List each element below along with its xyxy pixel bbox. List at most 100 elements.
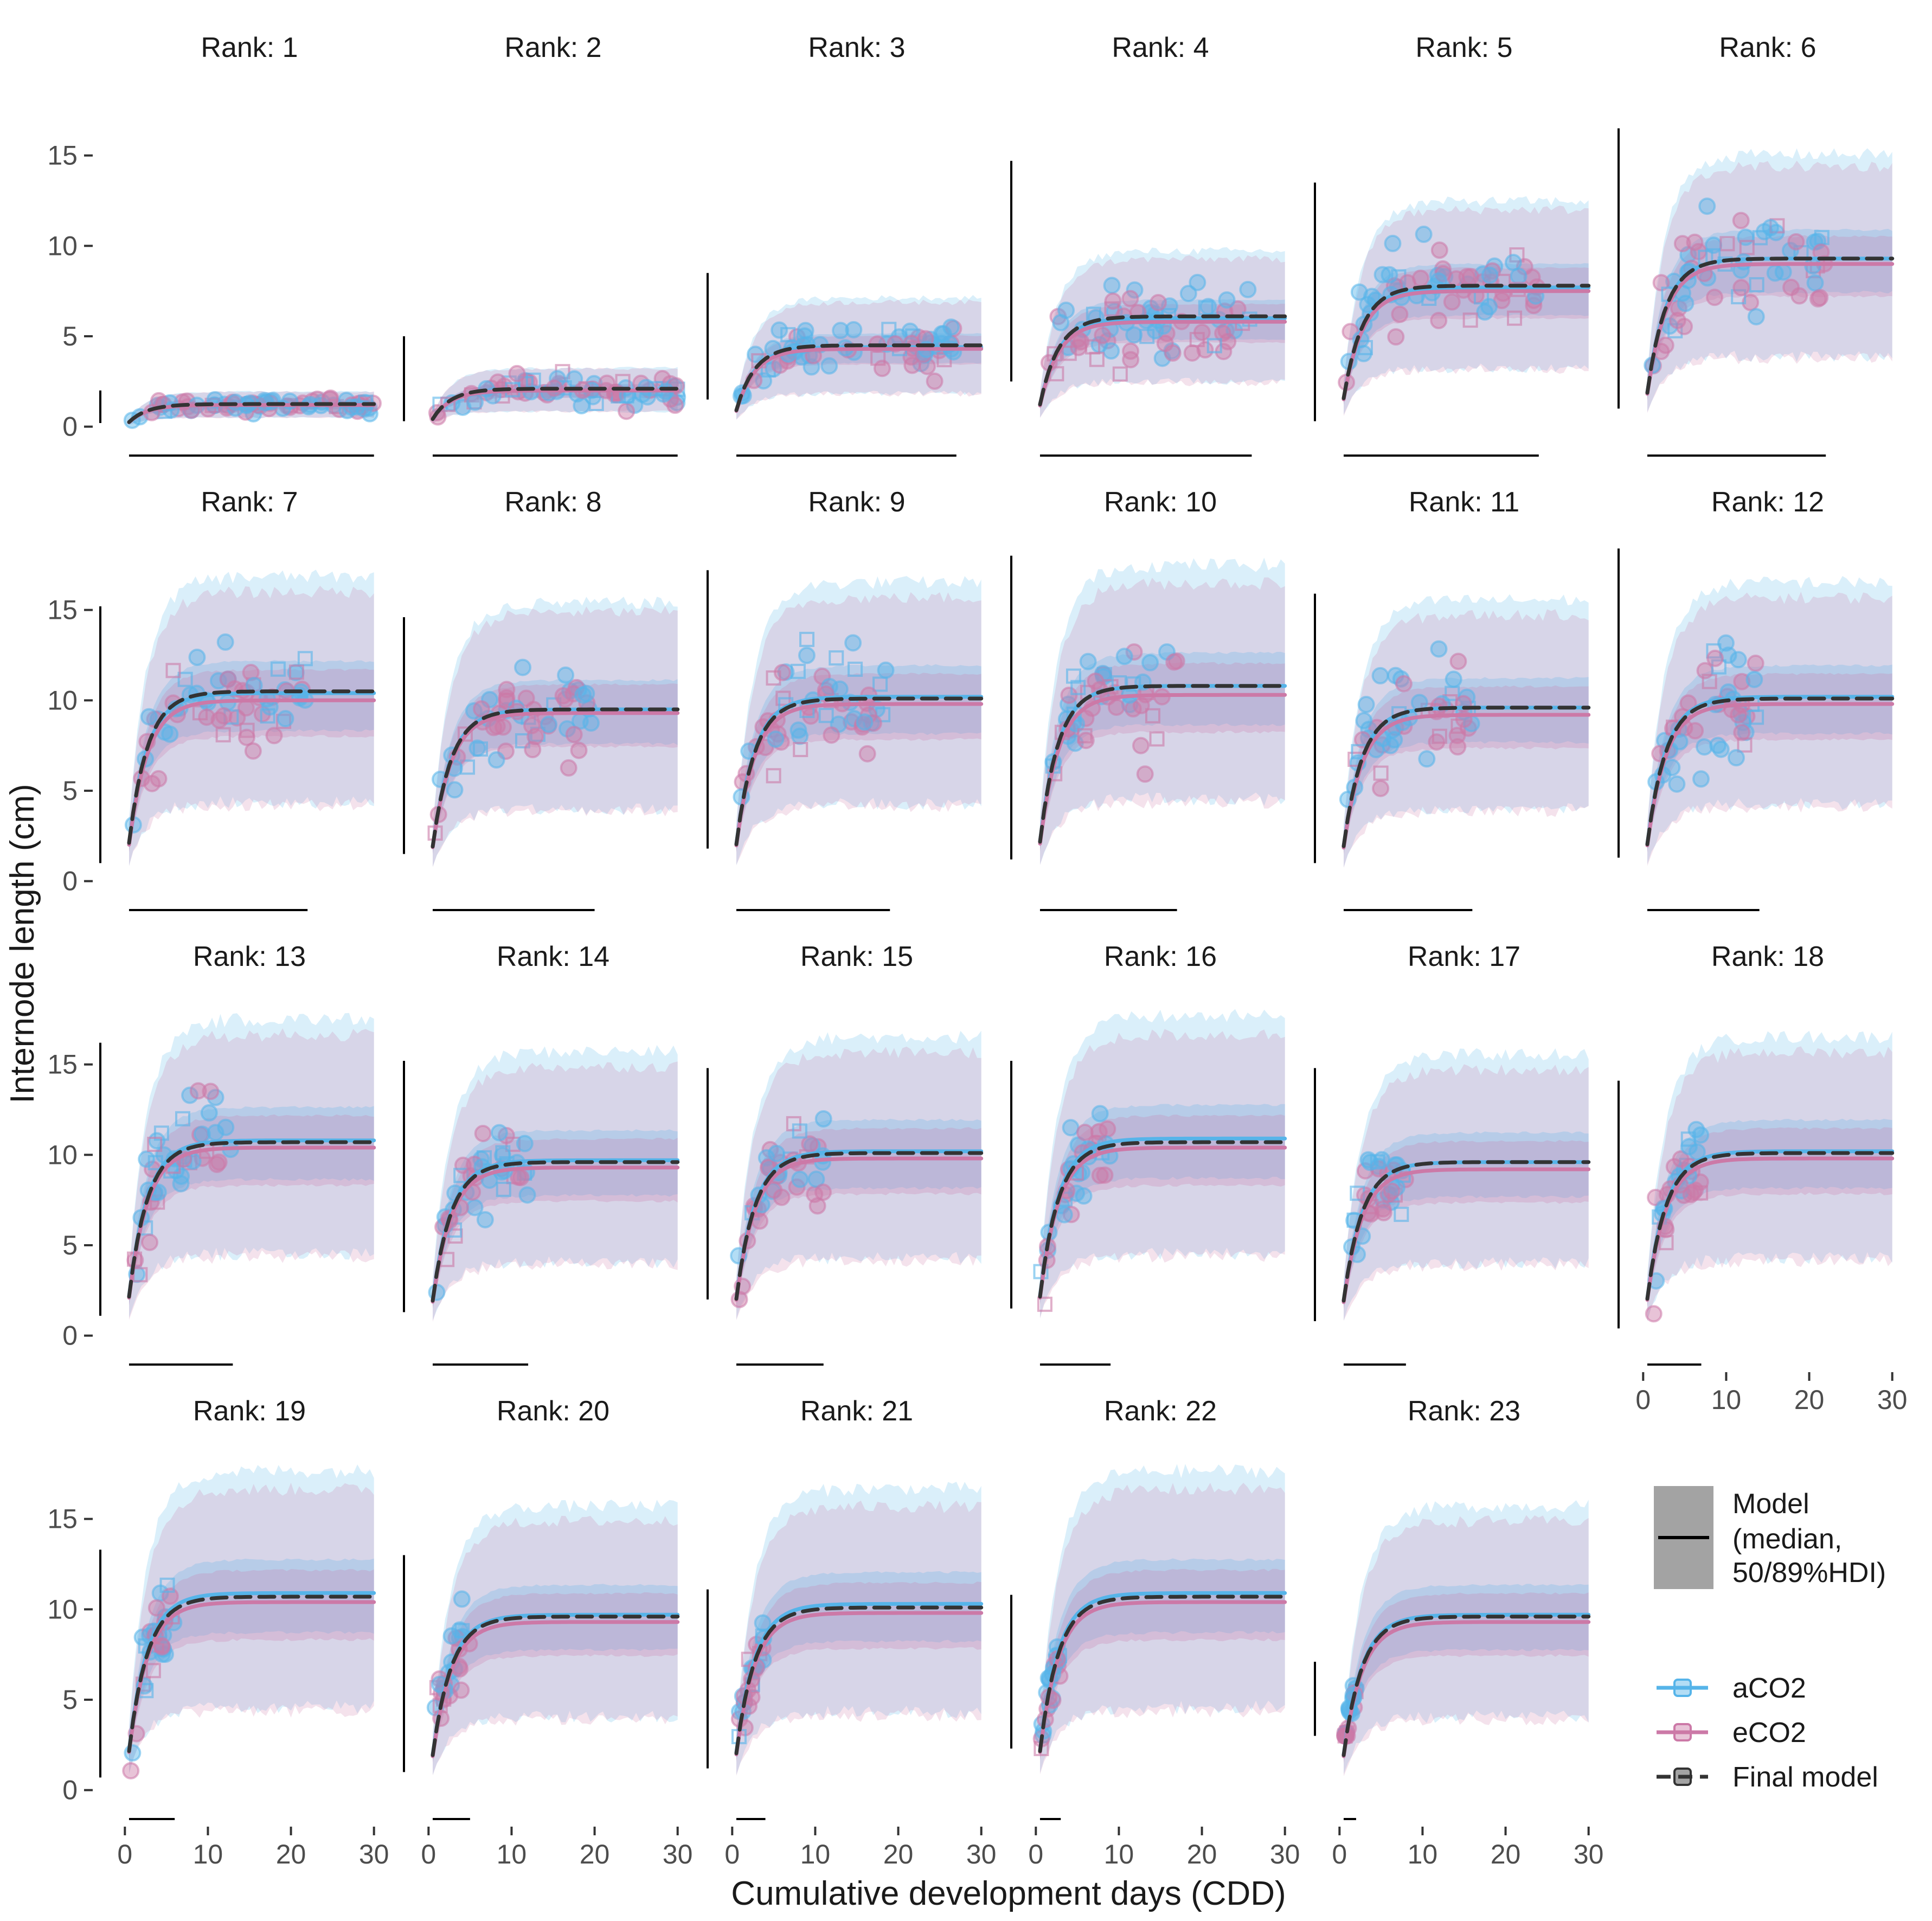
hdi89-ribbon-eco2	[736, 592, 981, 865]
x-tick-label: 20	[1187, 1839, 1217, 1869]
facet-panel-rank-1: Rank: 1	[99, 32, 382, 457]
observation-eco2	[1132, 737, 1150, 754]
median-line-eco2	[127, 1600, 376, 1754]
observation-aco2	[1692, 770, 1710, 788]
x-axis-rank-22: 0 10 20 30	[1028, 1827, 1300, 1869]
observation-eco2	[452, 1681, 470, 1699]
observation-aco2	[1363, 287, 1381, 305]
observation-aco2	[1709, 737, 1727, 754]
observation-eco2	[150, 1194, 165, 1210]
observation-aco2	[466, 393, 484, 411]
facet-title: Rank: 22	[1104, 1395, 1217, 1427]
facet-panel-rank-13: Rank: 13	[99, 941, 376, 1366]
observation-aco2	[1066, 668, 1081, 684]
hdi89-ribbon-aco2	[1344, 1500, 1589, 1775]
legend-key-point	[1673, 1679, 1692, 1697]
observation-eco2	[1673, 235, 1691, 253]
hdi89-ribbon-eco2	[1647, 161, 1892, 413]
observation-aco2	[1189, 273, 1206, 291]
observation-aco2	[472, 741, 488, 757]
hdi89-ribbon-aco2	[1344, 594, 1589, 868]
observation-aco2	[831, 680, 849, 698]
observation-aco2	[159, 1577, 175, 1593]
hdi89-ribbon-eco2	[1344, 206, 1589, 416]
legend-item-eco2: eCO2	[1657, 1717, 1806, 1749]
hdi89-ribbon-aco2	[129, 1464, 374, 1775]
observation-eco2	[1733, 673, 1751, 690]
observation-aco2	[193, 1125, 211, 1143]
facet-title: Rank: 6	[1719, 32, 1816, 63]
observation-eco2	[1373, 765, 1389, 781]
observation-aco2	[798, 646, 816, 664]
facet-panel-rank-14: Rank: 14	[403, 941, 680, 1366]
observation-aco2	[466, 1199, 484, 1216]
observation-eco2	[1719, 236, 1735, 252]
facet-panel-rank-23: Rank: 23	[1314, 1395, 1591, 1820]
median-line-aco2	[1038, 1591, 1287, 1752]
facet-panel-rank-5: Rank: 5	[1314, 32, 1591, 457]
observation-aco2	[790, 721, 807, 739]
observation-eco2	[288, 664, 304, 680]
observation-aco2	[934, 325, 952, 343]
observation-eco2	[239, 722, 255, 738]
facet-panel-rank-2: Rank: 2	[403, 32, 686, 457]
facet-panel-rank-17: Rank: 17	[1314, 941, 1591, 1366]
observation-eco2	[1387, 328, 1405, 346]
observation-aco2	[820, 357, 838, 375]
x-tick-label: 0	[421, 1839, 436, 1869]
observation-eco2	[1647, 1188, 1665, 1206]
observation-eco2	[1733, 723, 1751, 741]
observation-aco2	[1668, 775, 1686, 793]
observation-eco2	[1037, 1296, 1052, 1312]
observation-eco2	[1693, 1185, 1709, 1201]
facet-panel-rank-10: Rank: 10	[1010, 486, 1287, 911]
observation-eco2	[1077, 728, 1093, 744]
median-line-eco2	[1038, 1145, 1287, 1300]
observation-eco2	[1449, 652, 1467, 670]
y-tick-label: 10	[47, 230, 78, 261]
observation-eco2	[1149, 731, 1165, 747]
observation-aco2	[588, 396, 604, 412]
median-line-final-model	[431, 1160, 680, 1303]
observation-aco2	[1706, 643, 1722, 659]
facet-title: Rank: 1	[201, 32, 298, 63]
observation-eco2	[1087, 672, 1105, 690]
median-line-aco2	[1038, 1136, 1287, 1298]
observation-aco2	[1711, 659, 1726, 675]
observation-eco2	[1090, 1123, 1108, 1141]
median-line-final-model	[1038, 1140, 1287, 1299]
x-axes: 0 10 20 30 0 10 20 30 0 10 20 30 0 10 20 30 0 10 20 30 0 10 20…	[117, 1372, 1908, 1869]
median-line-eco2	[431, 711, 680, 849]
facet-title: Rank: 5	[1415, 32, 1512, 63]
hdi50-ribbon-eco2	[736, 673, 981, 853]
hdi50-ribbon-eco2	[1040, 1114, 1285, 1305]
observation-eco2	[208, 1155, 226, 1173]
x-tick-label: 20	[1491, 1839, 1521, 1869]
observation-eco2	[926, 372, 943, 390]
observation-aco2	[1677, 294, 1694, 312]
observation-eco2	[498, 693, 514, 708]
hdi50-ribbon-eco2	[1040, 662, 1285, 851]
observation-aco2	[1126, 676, 1141, 692]
hdi89-ribbon-aco2	[433, 1500, 678, 1776]
median-line-eco2	[734, 702, 984, 848]
hdi89-ribbon-eco2	[1344, 1515, 1589, 1777]
observation-aco2	[832, 322, 850, 340]
hdi89-ribbon-eco2	[1040, 1029, 1285, 1319]
observation-aco2	[807, 1170, 825, 1188]
observation-eco2	[505, 1136, 521, 1152]
observation-eco2	[1164, 344, 1182, 362]
observation-aco2	[514, 658, 532, 676]
observation-aco2	[1179, 285, 1197, 303]
observation-aco2	[1355, 712, 1373, 729]
legend-model-title: Model	[1732, 1488, 1809, 1520]
observation-eco2	[1383, 1182, 1401, 1200]
observation-aco2	[1070, 680, 1086, 695]
observation-eco2	[1668, 311, 1686, 329]
observation-eco2	[202, 1083, 220, 1100]
observation-eco2	[1706, 289, 1724, 306]
median-line-final-model	[734, 1605, 984, 1756]
x-tick-label: 30	[966, 1839, 997, 1869]
observation-eco2	[1395, 675, 1413, 693]
observation-aco2	[791, 727, 809, 745]
